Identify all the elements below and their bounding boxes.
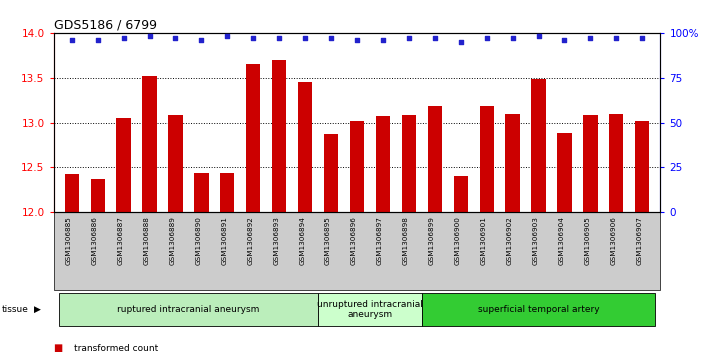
FancyBboxPatch shape <box>318 293 422 326</box>
Text: GSM1306897: GSM1306897 <box>377 216 383 265</box>
Text: GSM1306885: GSM1306885 <box>66 216 71 265</box>
Point <box>92 37 104 43</box>
Text: GSM1306894: GSM1306894 <box>299 216 305 265</box>
Text: ■: ■ <box>54 343 63 354</box>
Bar <box>169 115 183 212</box>
Text: superficial temporal artery: superficial temporal artery <box>478 305 599 314</box>
Bar <box>194 173 208 212</box>
Point <box>299 35 311 41</box>
Point <box>144 33 155 39</box>
Text: ruptured intracranial aneurysm: ruptured intracranial aneurysm <box>117 305 260 314</box>
Bar <box>635 121 650 212</box>
Text: GDS5186 / 6799: GDS5186 / 6799 <box>54 19 156 32</box>
Bar <box>350 121 364 212</box>
Text: GSM1306898: GSM1306898 <box>403 216 409 265</box>
Point <box>585 35 596 41</box>
Text: GSM1306907: GSM1306907 <box>636 216 643 265</box>
Text: GSM1306895: GSM1306895 <box>325 216 331 265</box>
Text: tissue: tissue <box>1 305 29 314</box>
Point <box>637 35 648 41</box>
Text: GSM1306891: GSM1306891 <box>221 216 227 265</box>
Text: ▶: ▶ <box>34 305 41 314</box>
Text: GSM1306890: GSM1306890 <box>196 216 201 265</box>
Text: GSM1306896: GSM1306896 <box>351 216 357 265</box>
Point <box>351 37 363 43</box>
Text: GSM1306904: GSM1306904 <box>558 216 565 265</box>
Bar <box>272 60 286 212</box>
FancyBboxPatch shape <box>422 293 655 326</box>
Text: GSM1306892: GSM1306892 <box>247 216 253 265</box>
Point <box>455 39 466 45</box>
Text: GSM1306900: GSM1306900 <box>455 216 461 265</box>
Bar <box>324 134 338 212</box>
Point <box>559 37 570 43</box>
Point <box>221 33 233 39</box>
Text: GSM1306886: GSM1306886 <box>91 216 98 265</box>
FancyBboxPatch shape <box>59 293 318 326</box>
Bar <box>480 106 494 212</box>
Point <box>66 37 77 43</box>
Text: GSM1306888: GSM1306888 <box>144 216 149 265</box>
Bar <box>583 115 598 212</box>
Bar <box>558 133 572 212</box>
Bar <box>531 79 545 212</box>
Text: GSM1306893: GSM1306893 <box>273 216 279 265</box>
Point <box>248 35 259 41</box>
Point <box>377 37 388 43</box>
Point <box>533 33 544 39</box>
Text: GSM1306902: GSM1306902 <box>507 216 513 265</box>
Bar <box>142 76 156 212</box>
Text: unruptured intracranial
aneurysm: unruptured intracranial aneurysm <box>317 300 423 319</box>
Point <box>429 35 441 41</box>
Bar <box>91 179 105 212</box>
Text: GSM1306889: GSM1306889 <box>169 216 176 265</box>
Point <box>196 37 207 43</box>
Bar <box>64 174 79 212</box>
Bar <box>506 114 520 212</box>
Point <box>507 35 518 41</box>
Point <box>403 35 415 41</box>
Text: GSM1306899: GSM1306899 <box>429 216 435 265</box>
Point <box>326 35 337 41</box>
Text: GSM1306906: GSM1306906 <box>610 216 616 265</box>
Bar <box>609 114 623 212</box>
Text: GSM1306887: GSM1306887 <box>118 216 124 265</box>
Bar <box>246 64 261 212</box>
Bar <box>376 116 390 212</box>
Point <box>610 35 622 41</box>
Point <box>170 35 181 41</box>
Text: transformed count: transformed count <box>74 344 158 353</box>
Point <box>118 35 129 41</box>
Bar <box>220 173 234 212</box>
Text: GSM1306901: GSM1306901 <box>481 216 487 265</box>
Bar <box>116 118 131 212</box>
Bar <box>298 82 312 212</box>
Bar <box>453 176 468 212</box>
Bar <box>402 115 416 212</box>
Point <box>273 35 285 41</box>
Bar <box>428 106 442 212</box>
Text: GSM1306903: GSM1306903 <box>533 216 538 265</box>
Text: GSM1306905: GSM1306905 <box>585 216 590 265</box>
Point <box>481 35 493 41</box>
